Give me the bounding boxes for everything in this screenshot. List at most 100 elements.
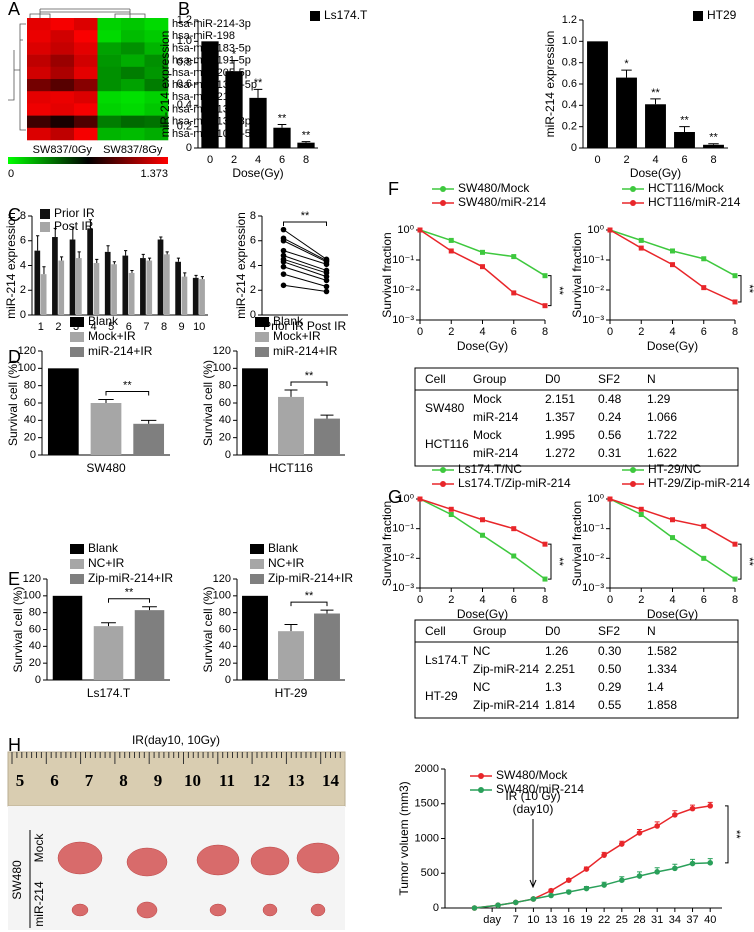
- heatmap-cell: [50, 18, 75, 31]
- x-tick-label: 2: [55, 321, 61, 333]
- y-tick-label: 60: [219, 623, 231, 635]
- x-tick-label: 1: [38, 321, 44, 333]
- heatmap-cell: [97, 18, 122, 31]
- dendrogram: [8, 8, 146, 131]
- legend-swatch: [70, 332, 84, 342]
- heatmap-cell: [50, 127, 75, 141]
- point: [672, 865, 678, 872]
- y-tick-label: 100: [213, 590, 231, 602]
- x-tick-label: day: [483, 914, 501, 926]
- y-tick-label: 80: [24, 380, 36, 392]
- table-cell: 1.26: [545, 644, 569, 658]
- y-axis-label: Survival cell (%): [6, 360, 20, 446]
- point: [607, 496, 613, 502]
- legend-label: Blank: [88, 314, 119, 328]
- x-tick-label: 2: [638, 326, 644, 338]
- bar: [52, 595, 83, 680]
- bar: [297, 142, 315, 148]
- table-cell: 0.30: [598, 644, 622, 658]
- significance: **: [680, 115, 689, 127]
- legend-label: Mock+IR: [88, 329, 136, 343]
- heatmap-cell: [74, 127, 98, 141]
- y-tick-label: 0.8: [562, 57, 577, 69]
- error-bar: [142, 606, 157, 611]
- legend-label: SW480/miR-214: [496, 782, 584, 796]
- y-tick-label: 6: [250, 235, 256, 247]
- x-tick-label: 0: [594, 154, 600, 166]
- x-axis-label: Dose(Gy): [647, 607, 698, 621]
- legend-label: HT29: [707, 8, 737, 22]
- significance-bracket: [290, 381, 328, 386]
- legend-marker: [478, 773, 484, 779]
- bar: [40, 274, 47, 315]
- significance-bracket: [548, 275, 552, 307]
- point: [701, 256, 707, 262]
- table-header: Group: [473, 372, 507, 386]
- x-tick-label: 8: [542, 594, 548, 606]
- error-bar: [284, 623, 298, 632]
- error-bar: [176, 257, 181, 262]
- legend-label: HT-29/NC: [648, 462, 702, 476]
- bar: [164, 254, 170, 315]
- pair-line: [283, 250, 327, 265]
- y-tick-label: 10⁻²: [582, 552, 604, 564]
- photo-title: IR(day10, 10Gy): [132, 733, 220, 747]
- x-tick-label: 16: [563, 914, 575, 926]
- y-axis-label: Survival fraction: [380, 232, 394, 317]
- y-tick-label: 1.0: [177, 35, 192, 47]
- table-header: SF2: [598, 372, 620, 386]
- table-cell: Ls174.T: [425, 653, 469, 667]
- point: [732, 576, 738, 582]
- point: [480, 517, 485, 523]
- x-axis-label: HCT116: [269, 461, 313, 475]
- error-bar: [159, 236, 163, 240]
- row-label: hsa-miR-214-3p: [172, 18, 251, 30]
- bar: [703, 144, 724, 148]
- y-tick-label: 6: [20, 235, 26, 247]
- legend-swatch: [70, 317, 84, 327]
- heatmap-cell: [121, 42, 145, 55]
- error-bar: [679, 126, 690, 132]
- point: [707, 860, 714, 866]
- heatmap-cell: [144, 66, 169, 80]
- y-tick-label: 10⁻¹: [392, 254, 414, 266]
- point: [638, 512, 644, 518]
- table-cell: HT-29: [425, 689, 458, 703]
- heatmap-cell: [97, 79, 122, 92]
- x-tick-label: 13: [545, 914, 557, 926]
- bar: [52, 237, 58, 315]
- heatmap-cell: [121, 18, 145, 31]
- point: [689, 805, 696, 812]
- y-tick-label: 10⁻³: [392, 314, 414, 326]
- significance: **: [302, 130, 311, 142]
- x-tick-label: 2: [231, 154, 237, 166]
- legend-marker: [630, 467, 636, 473]
- point: [565, 877, 572, 883]
- significance: **: [651, 87, 660, 99]
- legend-label: Blank: [273, 314, 304, 328]
- table-cell: 0.29: [598, 680, 622, 694]
- legend-label: Blank: [268, 541, 299, 555]
- heatmap-cell: [144, 18, 169, 31]
- y-tick-label: 0: [35, 674, 41, 686]
- significance-bracket: [105, 391, 150, 396]
- bar: [90, 403, 122, 455]
- heatmap-cell: [50, 30, 75, 43]
- heatmap-cell: [97, 54, 122, 68]
- x-tick-label: 22: [598, 914, 610, 926]
- table-header: D0: [545, 372, 561, 386]
- error-bar: [98, 399, 114, 403]
- y-tick-label: 120: [18, 345, 36, 357]
- table-cell: 0.56: [598, 428, 622, 442]
- legend-swatch: [255, 317, 269, 327]
- error-bar: [112, 261, 116, 265]
- colorbar-label: 0: [8, 168, 14, 180]
- table-cell: 1.622: [647, 446, 677, 460]
- y-axis-label: miR-214 expression: [4, 212, 18, 319]
- heatmap-cell: [50, 103, 75, 116]
- y-tick-label: 500: [421, 867, 439, 879]
- table-cell: 1.272: [545, 446, 575, 460]
- column-label: SW837/0Gy: [33, 144, 93, 156]
- panel-label: B: [178, 0, 190, 19]
- y-tick-label: 10⁻²: [582, 284, 604, 296]
